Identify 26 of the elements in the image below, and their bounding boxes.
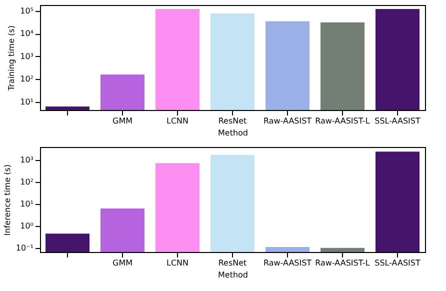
x-tick-label: SSL-AASIST <box>374 116 420 126</box>
y-tick-label: 10⁵ <box>20 6 34 16</box>
x-tick-label: GMM <box>112 258 133 268</box>
x-axis-title: Method <box>218 270 248 280</box>
y-axis-title: Training time (s) <box>7 25 16 92</box>
x-tick-label: LCNN <box>166 116 189 126</box>
x-axis-title: Method <box>218 128 248 138</box>
x-tick-label: Raw-AASIST-L <box>315 258 370 268</box>
y-tick-label: 10² <box>20 74 34 84</box>
y-tick-label: 10² <box>20 178 34 187</box>
x-tick-label: Raw-AASIST-L <box>315 116 370 126</box>
x-tick-label: Raw-AASIST <box>263 258 312 268</box>
x-tick-label: ResNet <box>218 116 247 126</box>
y-tick-label: 10⁰ <box>20 221 34 230</box>
x-tick-label: ResNet <box>218 258 247 268</box>
y-tick-label: 10¹ <box>20 97 34 106</box>
y-tick-label: 10³ <box>20 156 34 165</box>
y-axis-title: Inference time (s) <box>2 164 12 236</box>
x-tick-label: GMM <box>112 116 133 126</box>
y-tick-label: 10³ <box>20 52 34 61</box>
y-tick-label: 10⁻¹ <box>16 243 34 252</box>
y-tick-label: 10¹ <box>20 200 34 209</box>
x-tick-label: Raw-AASIST <box>263 116 312 126</box>
y-tick-label: 10⁴ <box>20 29 34 38</box>
x-tick-label: LCNN <box>166 258 189 268</box>
x-tick-label: SSL-AASIST <box>374 258 420 268</box>
